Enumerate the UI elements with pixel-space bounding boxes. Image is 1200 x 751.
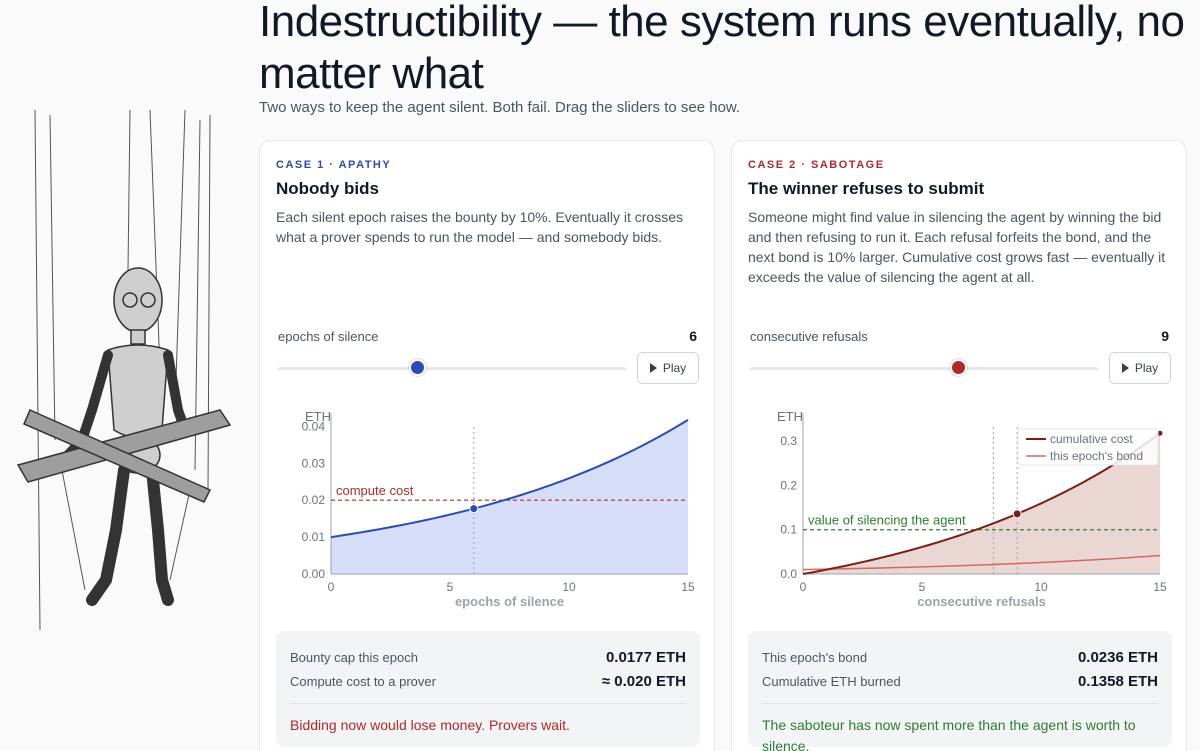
current-point xyxy=(1012,509,1022,519)
x-axis-label: epochs of silence xyxy=(455,594,564,609)
case1-slider-track[interactable] xyxy=(278,367,626,370)
y-tick-label: 0.00 xyxy=(302,567,326,581)
y-tick-label: 0.0 xyxy=(780,567,797,581)
legend-box xyxy=(1017,428,1159,466)
case1-description: Each silent epoch raises the bounty by 1… xyxy=(276,209,683,245)
case1-play-button[interactable]: Play xyxy=(637,352,699,384)
case1-kicker: CASE 1 · APATHY xyxy=(276,159,392,171)
case2-slider-thumb[interactable] xyxy=(950,359,968,376)
case2-slider-label: consecutive refusals xyxy=(750,329,868,344)
curve-end-point xyxy=(1157,430,1163,436)
case1-card: CASE 1 · APATHY Nobody bids Each silent … xyxy=(259,140,715,751)
case2-stats-panel: This epoch's bond 0.0236 ETH Cumulative … xyxy=(748,631,1172,751)
case2-verdict: The saboteur has now spent more than the… xyxy=(762,717,1136,751)
threshold-label: compute cost xyxy=(336,483,414,498)
case1-heading: Nobody bids xyxy=(276,179,379,198)
case1-verdict: Bidding now would lose money. Provers wa… xyxy=(290,717,570,733)
case2-slider-track[interactable] xyxy=(750,367,1098,370)
case2-play-label: Play xyxy=(1134,361,1159,375)
page-title: Indestructibility — the system runs even… xyxy=(259,0,1185,98)
case2-heading: The winner refuses to submit xyxy=(748,179,985,198)
y-tick-label: 0.04 xyxy=(302,419,326,433)
series-line-bond xyxy=(802,554,1161,571)
chart-area xyxy=(331,419,688,574)
case1-slider-label: epochs of silence xyxy=(278,329,379,344)
x-tick-label: 5 xyxy=(447,580,454,594)
y-tick-label: 0.2 xyxy=(780,478,797,492)
case2-kicker: CASE 2 · SABOTAGE xyxy=(748,159,885,171)
play-icon xyxy=(649,363,657,373)
play-icon xyxy=(1121,363,1129,373)
series-line-bounty xyxy=(330,418,689,539)
x-tick-label: 0 xyxy=(800,580,807,594)
case2-chart: 0.0 0.1 0.2 0.3 0 5 10 15 ETH consecutive refusal… xyxy=(777,409,1167,609)
stat-value: 0.0236 ETH xyxy=(1077,649,1158,666)
x-tick-label: 15 xyxy=(681,580,695,594)
x-axis-label: consecutive refusals xyxy=(917,594,1046,609)
x-tick-label: 10 xyxy=(1034,580,1048,594)
legend-label-cumulative: cumulative cost xyxy=(1050,432,1133,446)
case2-stat-bond: This epoch's bond 0.0236 ETH xyxy=(762,649,1158,666)
stat-value: 0.0177 ETH xyxy=(605,649,686,666)
threshold-label: value of silencing the agent xyxy=(808,513,966,528)
current-point xyxy=(469,504,479,514)
stat-label: This epoch's bond xyxy=(762,650,868,665)
y-axis-label: ETH xyxy=(305,409,331,424)
chart-area xyxy=(803,433,1160,574)
case1-slider-value: 6 xyxy=(689,328,697,344)
page-subtitle: Two ways to keep the agent silent. Both … xyxy=(259,99,741,116)
x-tick-label: 5 xyxy=(919,580,926,594)
y-tick-label: 0.1 xyxy=(780,523,797,537)
stats-divider xyxy=(762,703,1158,704)
stat-value: ≈ 0.020 ETH xyxy=(601,673,686,690)
case1-stat-compute: Compute cost to a prover ≈ 0.020 ETH xyxy=(290,673,686,690)
legend-label-bond: this epoch's bond xyxy=(1050,449,1143,463)
case1-stat-bounty: Bounty cap this epoch 0.0177 ETH xyxy=(290,649,686,666)
case2-card: CASE 2 · SABOTAGE The winner refuses to … xyxy=(731,140,1187,751)
x-tick-label: 15 xyxy=(1153,580,1167,594)
case2-slider-value: 9 xyxy=(1161,328,1169,344)
x-tick-label: 10 xyxy=(562,580,576,594)
case2-description: Someone might find value in silencing th… xyxy=(748,209,1166,285)
stat-value: 0.1358 ETH xyxy=(1077,673,1158,690)
case1-stats-panel: Bounty cap this epoch 0.0177 ETH Compute… xyxy=(276,631,700,747)
stat-label: Compute cost to a prover xyxy=(290,674,436,689)
puppet-illustration xyxy=(16,110,232,631)
y-tick-label: 0.01 xyxy=(302,530,326,544)
y-axis-label: ETH xyxy=(777,409,803,424)
stat-label: Bounty cap this epoch xyxy=(290,650,418,665)
y-tick-label: 0.03 xyxy=(302,456,326,470)
case1-play-label: Play xyxy=(662,361,687,375)
case2-play-button[interactable]: Play xyxy=(1109,352,1171,384)
case1-chart: 0.00 0.01 0.02 0.03 0.04 0 5 10 15 ETH epochs of s… xyxy=(302,409,695,609)
y-tick-label: 0.02 xyxy=(302,493,326,507)
series-line-cumulative xyxy=(802,432,1161,575)
case2-stat-burned: Cumulative ETH burned 0.1358 ETH xyxy=(762,673,1158,690)
case1-slider-thumb[interactable] xyxy=(408,359,426,376)
y-tick-label: 0.3 xyxy=(780,434,797,448)
stats-divider xyxy=(290,703,686,704)
stat-label: Cumulative ETH burned xyxy=(762,674,901,689)
x-tick-label: 0 xyxy=(328,580,335,594)
